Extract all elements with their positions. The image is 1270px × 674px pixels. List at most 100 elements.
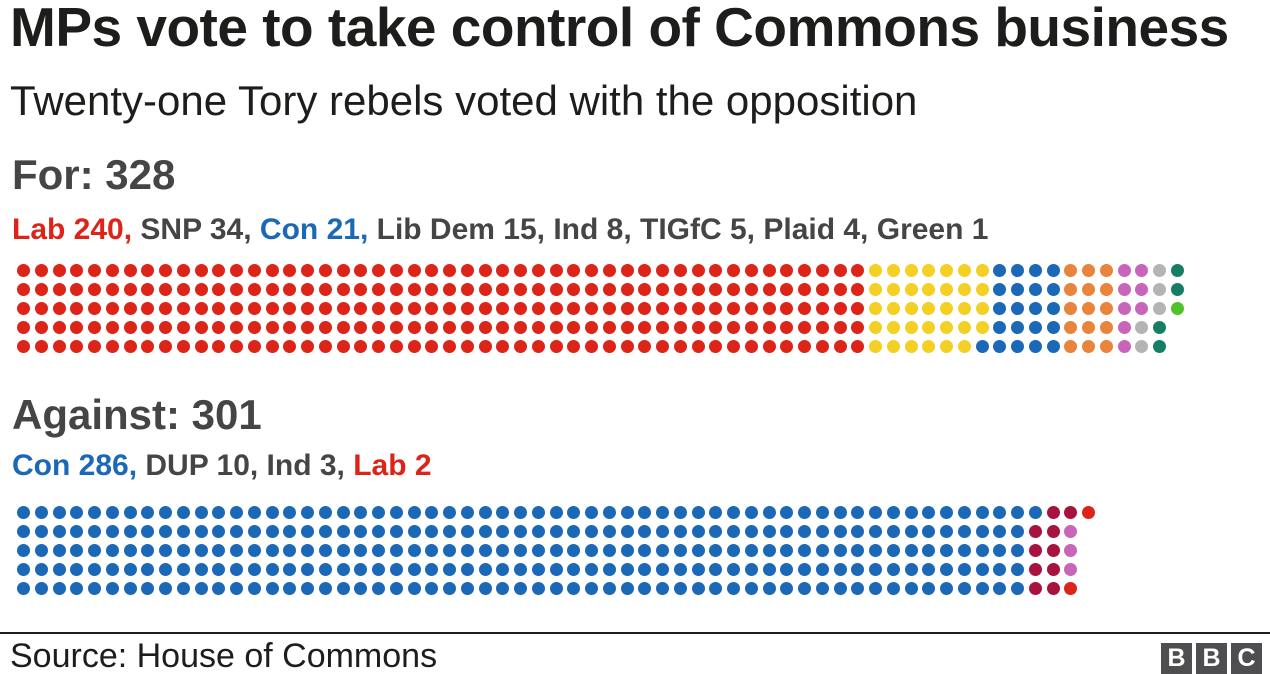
mp-dot-con [52, 544, 66, 557]
mp-dot-ind [1135, 302, 1149, 315]
mp-dot-con [70, 544, 84, 557]
mp-dot-lab [159, 283, 172, 296]
mp-dot-lab [762, 321, 776, 334]
mp-dot-lab [336, 302, 350, 315]
mp-dot-con [407, 506, 421, 519]
mp-dot-con [34, 525, 48, 538]
mp-dot-con [105, 544, 119, 557]
mp-dot-lab [851, 321, 865, 334]
mp-dot-lab [88, 264, 101, 277]
mp-dot-con [709, 582, 723, 595]
mp-dot-lab [727, 302, 740, 315]
mp-dot-con [638, 582, 652, 595]
mp-dot-con [833, 525, 847, 538]
mp-dot-con [620, 525, 634, 538]
footer-divider [0, 632, 1270, 634]
mp-dot-con [993, 544, 1007, 557]
mp-dot-con [514, 582, 527, 595]
mp-dot-lab [691, 321, 705, 334]
mp-dot-con [460, 544, 474, 557]
mp-dot-lab [531, 340, 545, 353]
mp-dot-con [105, 563, 119, 576]
mp-dot-lab [567, 283, 581, 296]
mp-dot-con [993, 525, 1007, 538]
mp-dot-con [709, 525, 723, 538]
mp-dot-lab [744, 340, 758, 353]
mp-dot-lab [585, 264, 598, 277]
mp-dot-lab [833, 321, 847, 334]
mp-dot-tigfc [1153, 283, 1166, 296]
mp-dot-con [336, 544, 350, 557]
mp-dot-con [176, 544, 190, 557]
mp-dot-con [1028, 506, 1042, 519]
mp-dot-con [709, 544, 723, 557]
mp-dot-lab [833, 302, 847, 315]
mp-dot-lab [585, 302, 598, 315]
mp-dot-snp [886, 340, 900, 353]
mp-dot-con [869, 544, 882, 557]
mp-dot-lab [602, 302, 616, 315]
mp-dot-lab [744, 283, 758, 296]
mp-dot-lab [443, 264, 456, 277]
mp-dot-lab [17, 264, 30, 277]
mp-dot-con [549, 563, 563, 576]
mp-dot-dup [1028, 544, 1042, 557]
mp-dot-lib-dem [1099, 302, 1113, 315]
against-heading: Against: 301 [12, 391, 262, 438]
mp-dot-dup [1028, 582, 1042, 595]
mp-dot-con [993, 264, 1007, 277]
mp-dot-snp [922, 264, 936, 277]
mp-dot-con [478, 563, 492, 576]
mp-dot-lab [159, 340, 172, 353]
mp-dot-lab [247, 340, 261, 353]
mp-dot-con [904, 544, 918, 557]
mp-dot-con [354, 563, 368, 576]
mp-dot-lib-dem [1082, 264, 1095, 277]
against-dot-grid [17, 506, 1117, 596]
mp-dot-lib-dem [1082, 321, 1095, 334]
mp-dot-lab [460, 340, 474, 353]
for-party-summary: Lab 240, SNP 34, Con 21, Lib Dem 15, Ind… [12, 212, 988, 248]
mp-dot-lab [815, 302, 829, 315]
mp-dot-lab [549, 264, 563, 277]
mp-dot-lab [34, 264, 48, 277]
mp-dot-con [922, 563, 936, 576]
mp-dot-con [815, 506, 829, 519]
mp-dot-lab [212, 264, 226, 277]
mp-dot-lab [460, 302, 474, 315]
mp-dot-lab [407, 302, 421, 315]
mp-dot-lab [88, 340, 101, 353]
mp-dot-con [673, 506, 687, 519]
mp-dot-con [265, 563, 279, 576]
mp-dot-lab [638, 340, 652, 353]
mp-dot-con [975, 582, 989, 595]
mp-dot-con [531, 544, 545, 557]
mp-dot-snp [922, 321, 936, 334]
mp-dot-con [656, 506, 669, 519]
mp-dot-lab [549, 283, 563, 296]
mp-dot-con [52, 582, 66, 595]
mp-dot-con [496, 544, 510, 557]
mp-dot-ind [1064, 544, 1078, 557]
mp-dot-lab [815, 321, 829, 334]
mp-dot-lab [727, 321, 740, 334]
mp-dot-lab [88, 283, 101, 296]
mp-dot-con [869, 525, 882, 538]
mp-dot-lab [709, 302, 723, 315]
mp-dot-con [656, 525, 669, 538]
mp-dot-lab [496, 283, 510, 296]
mp-dot-lab [549, 321, 563, 334]
mp-dot-lab [336, 340, 350, 353]
mp-dot-snp [940, 302, 953, 315]
mp-dot-con [567, 544, 581, 557]
mp-dot-con [922, 525, 936, 538]
mp-dot-lab [34, 283, 48, 296]
mp-dot-lab [212, 321, 226, 334]
mp-dot-lab [407, 264, 421, 277]
mp-dot-con [372, 525, 385, 538]
mp-dot-lab [17, 321, 30, 334]
mp-dot-lab [318, 321, 332, 334]
mp-dot-con [620, 563, 634, 576]
mp-dot-con [34, 582, 48, 595]
mp-dot-con [993, 582, 1007, 595]
